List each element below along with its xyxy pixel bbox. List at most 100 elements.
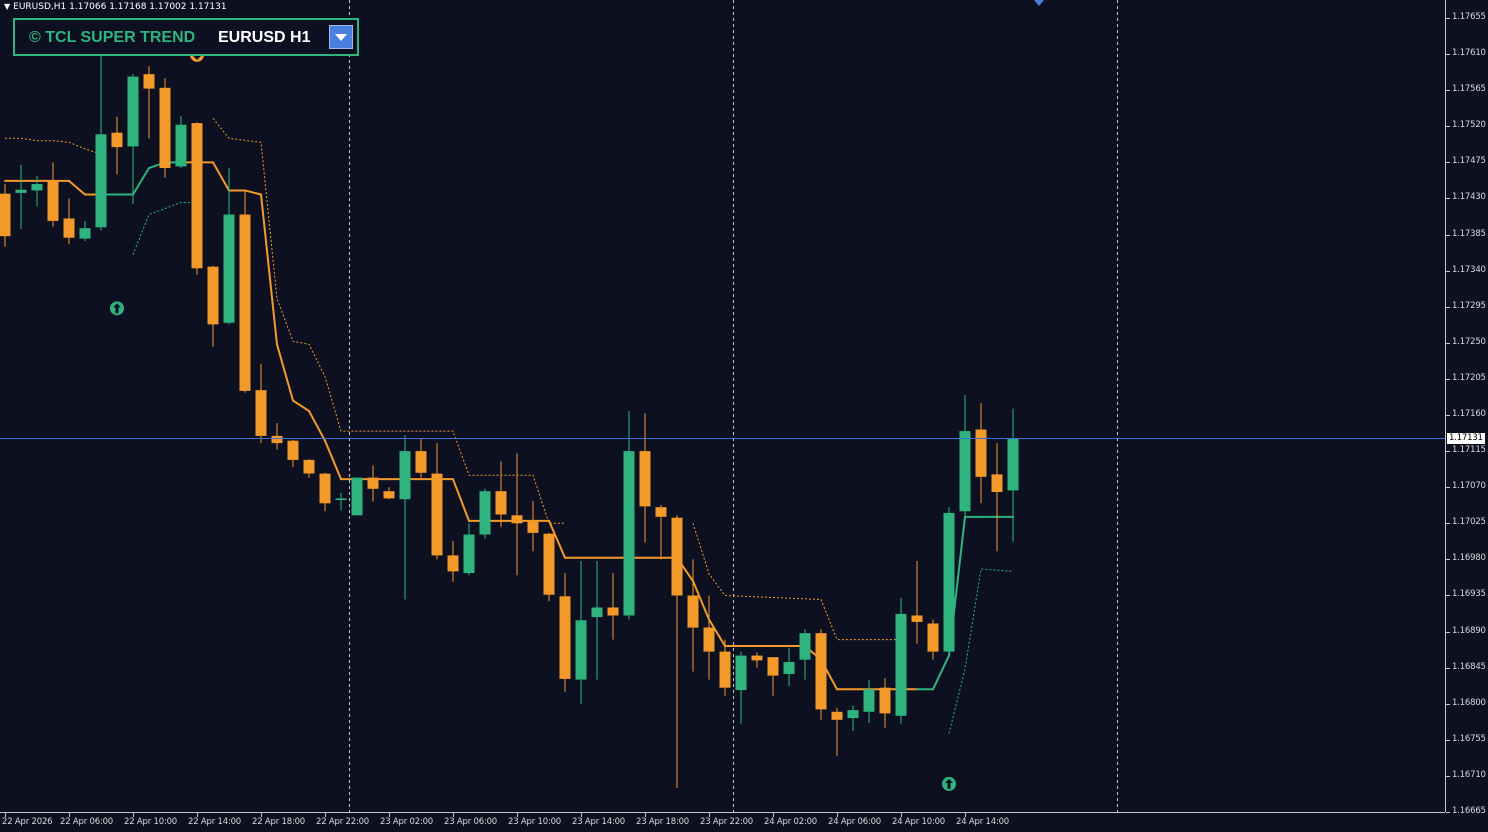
upper-band-line xyxy=(5,137,102,155)
price-tick-label: 1.17520 xyxy=(1452,120,1486,130)
bear-candle xyxy=(815,633,827,710)
bear-candle xyxy=(527,521,539,533)
bear-candle xyxy=(911,615,923,622)
bull-candle xyxy=(15,189,27,193)
bull-candle xyxy=(863,689,875,712)
bull-candle xyxy=(79,228,91,239)
bull-candle xyxy=(943,512,955,652)
price-tick-mark xyxy=(1446,523,1450,524)
time-tick-label: 23 Apr 06:00 xyxy=(444,817,498,827)
price-tick-mark xyxy=(1446,451,1450,452)
bear-candle xyxy=(703,627,715,652)
bear-candle xyxy=(47,180,59,221)
price-tick-mark xyxy=(1446,90,1450,91)
time-tick-label: 22 Apr 14:00 xyxy=(188,817,242,827)
symbol-info: ▼ EURUSD,H1 1.17066 1.17168 1.17002 1.171… xyxy=(4,2,227,12)
caret-down-icon[interactable]: ▼ xyxy=(4,2,11,11)
supertrend-line-segment xyxy=(548,519,566,559)
time-tick-label: 22 Apr 2026 xyxy=(2,817,53,827)
bear-candle xyxy=(751,655,763,661)
time-tick-label: 23 Apr 10:00 xyxy=(508,817,562,827)
price-tick-label: 1.17205 xyxy=(1452,373,1486,383)
bear-candle xyxy=(607,607,619,616)
price-tick-label: 1.17475 xyxy=(1452,156,1486,166)
bear-candle xyxy=(367,477,379,489)
time-tick-mark xyxy=(69,813,70,817)
supertrend-line-segment xyxy=(324,439,342,481)
time-tick-mark xyxy=(645,813,646,817)
price-tick-mark xyxy=(1446,126,1450,127)
price-tick-label: 1.17025 xyxy=(1452,517,1486,527)
panel-title: © TCL SUPER TREND xyxy=(29,29,196,46)
price-chart[interactable] xyxy=(0,0,1445,812)
bear-candle xyxy=(239,214,251,391)
time-tick-label: 22 Apr 22:00 xyxy=(316,817,370,827)
price-tick-label: 1.16845 xyxy=(1452,662,1486,672)
price-tick-label: 1.16890 xyxy=(1452,626,1486,636)
price-tick-mark xyxy=(1446,704,1450,705)
bear-candle xyxy=(719,651,731,688)
chart-shift-marker-icon[interactable] xyxy=(1034,0,1044,6)
bear-candle xyxy=(655,507,667,517)
supertrend-line-segment xyxy=(308,410,326,442)
symbol-dropdown-button[interactable] xyxy=(329,25,353,49)
price-tick-label: 1.17250 xyxy=(1452,337,1486,347)
supertrend-line-segment xyxy=(292,399,310,413)
price-tick-mark xyxy=(1446,235,1450,236)
time-tick-mark xyxy=(581,813,582,817)
price-axis[interactable]: 1.17655 1.17610 1.17565 1.17520 1.17475 1.174… xyxy=(1445,0,1488,816)
time-tick-mark xyxy=(965,813,966,817)
price-tick-mark xyxy=(1446,776,1450,777)
upper-band-line xyxy=(212,117,565,524)
price-tick-mark xyxy=(1446,198,1450,199)
time-tick-label: 22 Apr 18:00 xyxy=(252,817,306,827)
bear-candle xyxy=(511,515,523,524)
bull-candle xyxy=(623,451,635,616)
symbol-ohlc-label: EURUSD,H1 1.17066 1.17168 1.17002 1.1713… xyxy=(13,2,227,12)
time-tick-mark xyxy=(709,813,710,817)
time-tick-label: 23 Apr 22:00 xyxy=(700,817,754,827)
price-tick-mark xyxy=(1446,740,1450,741)
bear-candle xyxy=(447,555,459,572)
price-tick-label: 1.17160 xyxy=(1452,409,1486,419)
bear-candle xyxy=(831,711,843,720)
price-tick-label: 1.17115 xyxy=(1452,445,1486,455)
bear-candle xyxy=(639,451,651,507)
bear-candle xyxy=(319,473,331,504)
price-tick-mark xyxy=(1446,632,1450,633)
bull-candle xyxy=(399,451,411,500)
price-tick-label: 1.17655 xyxy=(1452,12,1486,22)
bull-candle xyxy=(463,534,475,573)
supertrend-line-segment xyxy=(260,193,278,346)
bear-candle xyxy=(0,193,11,237)
price-tick-label: 1.16755 xyxy=(1452,734,1486,744)
supertrend-line-segment xyxy=(932,654,950,691)
bear-candle xyxy=(879,687,891,714)
supertrend-line-segment xyxy=(708,618,726,647)
bull-candle xyxy=(31,184,43,191)
up-arrow-signal-icon xyxy=(942,776,956,791)
price-tick-mark xyxy=(1446,271,1450,272)
time-tick-mark xyxy=(901,813,902,817)
bear-candle xyxy=(207,266,219,325)
price-tick-label: 1.16710 xyxy=(1452,770,1486,780)
bear-candle xyxy=(975,429,987,477)
time-axis[interactable]: 22 Apr 2026 22 Apr 06:00 22 Apr 10:00 22 Ap… xyxy=(0,812,1445,832)
price-tick-mark xyxy=(1446,54,1450,55)
supertrend-panel: © TCL SUPER TREND EURUSD H1 xyxy=(13,18,359,56)
bull-candle xyxy=(479,491,491,535)
time-tick-mark xyxy=(197,813,198,817)
dropdown-arrow-icon xyxy=(335,34,347,41)
bear-candle xyxy=(111,132,123,148)
time-tick-mark xyxy=(389,813,390,817)
price-tick-label: 1.17430 xyxy=(1452,192,1486,202)
supertrend-line-segment xyxy=(132,167,150,196)
bear-candle xyxy=(927,623,939,652)
bear-candle xyxy=(767,657,779,676)
bull-candle xyxy=(959,431,971,512)
bear-candle xyxy=(687,595,699,628)
bear-candle xyxy=(159,87,171,168)
lower-band-line xyxy=(132,202,197,255)
chart-area[interactable] xyxy=(0,0,1445,812)
bull-candle xyxy=(847,710,859,719)
